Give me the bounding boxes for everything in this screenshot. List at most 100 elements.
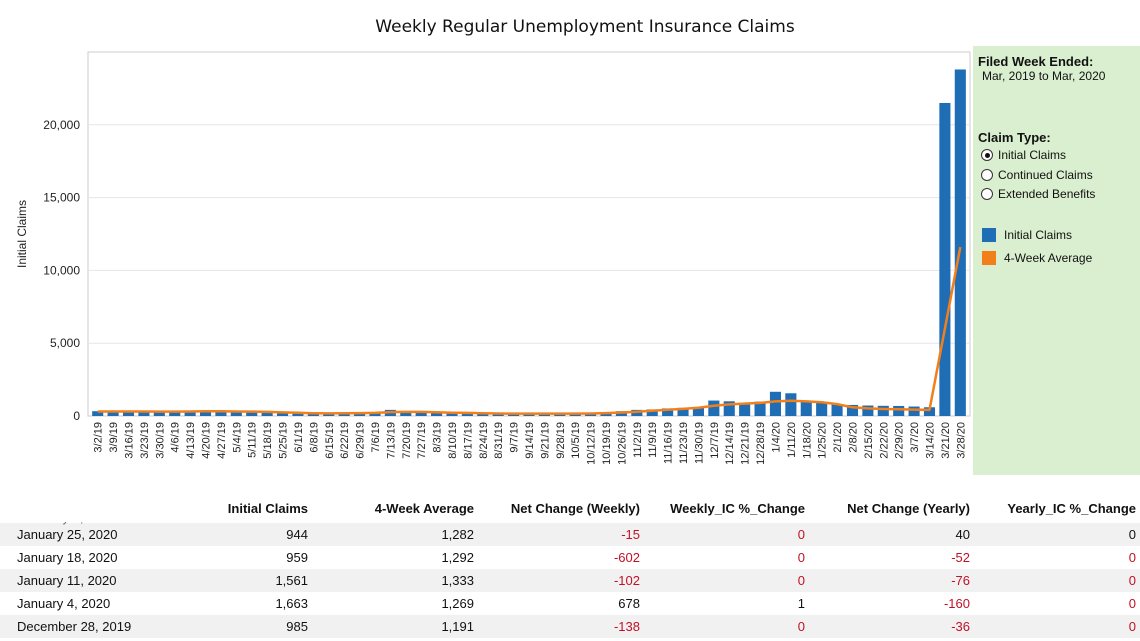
x-tick-label: 2/1/20	[832, 422, 844, 453]
row-date: January 25, 2020	[17, 527, 118, 542]
table-cell: 1,282	[441, 527, 474, 542]
line-series-4-week-average	[97, 246, 962, 415]
radio-extended-benefits[interactable]: Extended Benefits	[981, 187, 1095, 201]
table-cell: 985	[286, 619, 308, 634]
table-cell: 1,191	[441, 619, 474, 634]
bar	[199, 411, 212, 416]
bar	[708, 400, 720, 416]
x-tick-label: 4/6/19	[170, 422, 182, 453]
x-tick-label: 3/23/19	[139, 422, 151, 459]
bar	[723, 401, 735, 416]
bar	[477, 413, 489, 416]
table-cell: 0	[1128, 573, 1136, 588]
y-tick-label: 20,000	[43, 118, 80, 132]
table-cell: -138	[613, 619, 640, 634]
x-tick-label: 12/28/19	[755, 422, 767, 465]
x-tick-label: 2/22/20	[878, 422, 890, 459]
table-cell: 0	[1128, 527, 1136, 542]
table-cell: 0	[1128, 550, 1136, 565]
legend-4-week-average: 4-Week Average	[982, 251, 1092, 265]
x-tick-label: 7/20/19	[401, 422, 413, 459]
col-header-yearly-ic-change[interactable]: Yearly_IC %_Change	[1007, 501, 1136, 516]
table-cell: 678	[618, 596, 640, 611]
bar	[292, 413, 304, 416]
bar	[122, 411, 135, 416]
x-tick-label: 8/10/19	[447, 422, 459, 459]
x-tick-label: 2/15/20	[863, 422, 875, 459]
bar	[908, 406, 920, 416]
table-cell: 944	[286, 527, 308, 542]
bar	[169, 411, 181, 416]
x-tick-label: 1/11/20	[786, 422, 798, 458]
bar	[276, 413, 289, 416]
table-row: December 28, 2019 985 1,191 -138 0 -36 0	[0, 615, 1140, 638]
col-header-weekly-ic-change[interactable]: Weekly_IC %_Change	[670, 501, 805, 516]
bar	[846, 404, 859, 416]
bar	[261, 412, 273, 416]
bar	[769, 391, 782, 416]
radio-empty-icon	[981, 169, 993, 181]
x-tick-label: 3/16/19	[124, 422, 136, 459]
x-tick-label: 4/27/19	[216, 422, 228, 459]
x-tick-label: 8/31/19	[493, 422, 505, 459]
x-tick-label: 6/22/19	[339, 422, 351, 459]
x-tick-label: 10/19/19	[601, 422, 613, 465]
bar	[184, 411, 196, 416]
bar	[461, 413, 473, 416]
table-cell: -52	[951, 550, 970, 565]
table-cell: 1,269	[441, 596, 474, 611]
x-tick-label: 8/3/19	[432, 422, 444, 453]
x-tick-label: 9/7/19	[509, 422, 521, 453]
claim-type-title: Claim Type:	[978, 130, 1051, 145]
line-swatch-icon	[982, 251, 996, 265]
table-cell: -102	[613, 573, 640, 588]
plot-frame	[87, 51, 971, 417]
legend-initial-claims: Initial Claims	[982, 228, 1072, 242]
bar	[923, 407, 936, 416]
x-tick-label: 11/16/19	[663, 422, 675, 464]
bar	[754, 401, 766, 416]
table-row: January 11, 2020 1,561 1,333 -102 0 -76 0	[0, 569, 1140, 592]
x-tick-label: 11/2/19	[632, 422, 644, 458]
x-tick-label: 9/28/19	[555, 422, 567, 459]
x-tick-label: 11/23/19	[678, 422, 690, 464]
x-tick-label: 8/17/19	[462, 422, 474, 459]
claims-table: February 1, 2020 Initial Claims 4-Week A…	[0, 497, 1140, 641]
table-cell: 959	[286, 550, 308, 565]
chart-title: Weekly Regular Unemployment Insurance Cl…	[375, 17, 795, 37]
row-date: January 11, 2020	[17, 573, 117, 588]
radio-continued-claims[interactable]: Continued Claims	[981, 168, 1093, 182]
radio-label: Initial Claims	[998, 148, 1067, 162]
bar	[431, 412, 443, 416]
col-header-net-change-yearly[interactable]: Net Change (Yearly)	[847, 501, 970, 516]
bar	[138, 411, 150, 416]
bar	[800, 402, 812, 416]
filed-week-title: Filed Week Ended:	[978, 54, 1094, 69]
radio-label: Continued Claims	[998, 168, 1093, 182]
x-tick-label: 2/29/20	[894, 422, 906, 459]
radio-label: Extended Benefits	[998, 187, 1096, 201]
table-cell: -76	[951, 573, 970, 588]
bar	[230, 411, 242, 416]
x-tick-label: 5/25/19	[278, 422, 290, 459]
x-tick-label: 1/18/20	[801, 422, 813, 459]
table-cell: 0	[797, 550, 805, 565]
col-header-net-change-weekly[interactable]: Net Change (Weekly)	[510, 501, 640, 516]
table-cell: 1,333	[441, 573, 474, 588]
bar-swatch-icon	[982, 228, 996, 242]
x-tick-label: 3/28/20	[955, 422, 967, 459]
col-header-4-week-average[interactable]: 4-Week Average	[374, 501, 474, 516]
bar	[400, 412, 412, 416]
table-header: Initial Claims 4-Week Average Net Change…	[0, 497, 1140, 522]
x-tick-label: 3/7/20	[909, 422, 921, 453]
x-tick-label: 4/13/19	[185, 422, 197, 459]
x-tick-label: 6/8/19	[308, 422, 320, 453]
table-cell: 1,663	[275, 596, 308, 611]
x-tick-label: 5/18/19	[262, 422, 274, 459]
table-cell: -15	[621, 527, 640, 542]
col-header-initial-claims[interactable]: Initial Claims	[227, 501, 308, 516]
radio-empty-icon	[981, 188, 993, 200]
radio-initial-claims[interactable]: Initial Claims	[981, 148, 1066, 162]
bar	[107, 411, 119, 416]
table-cell: 0	[797, 573, 805, 588]
